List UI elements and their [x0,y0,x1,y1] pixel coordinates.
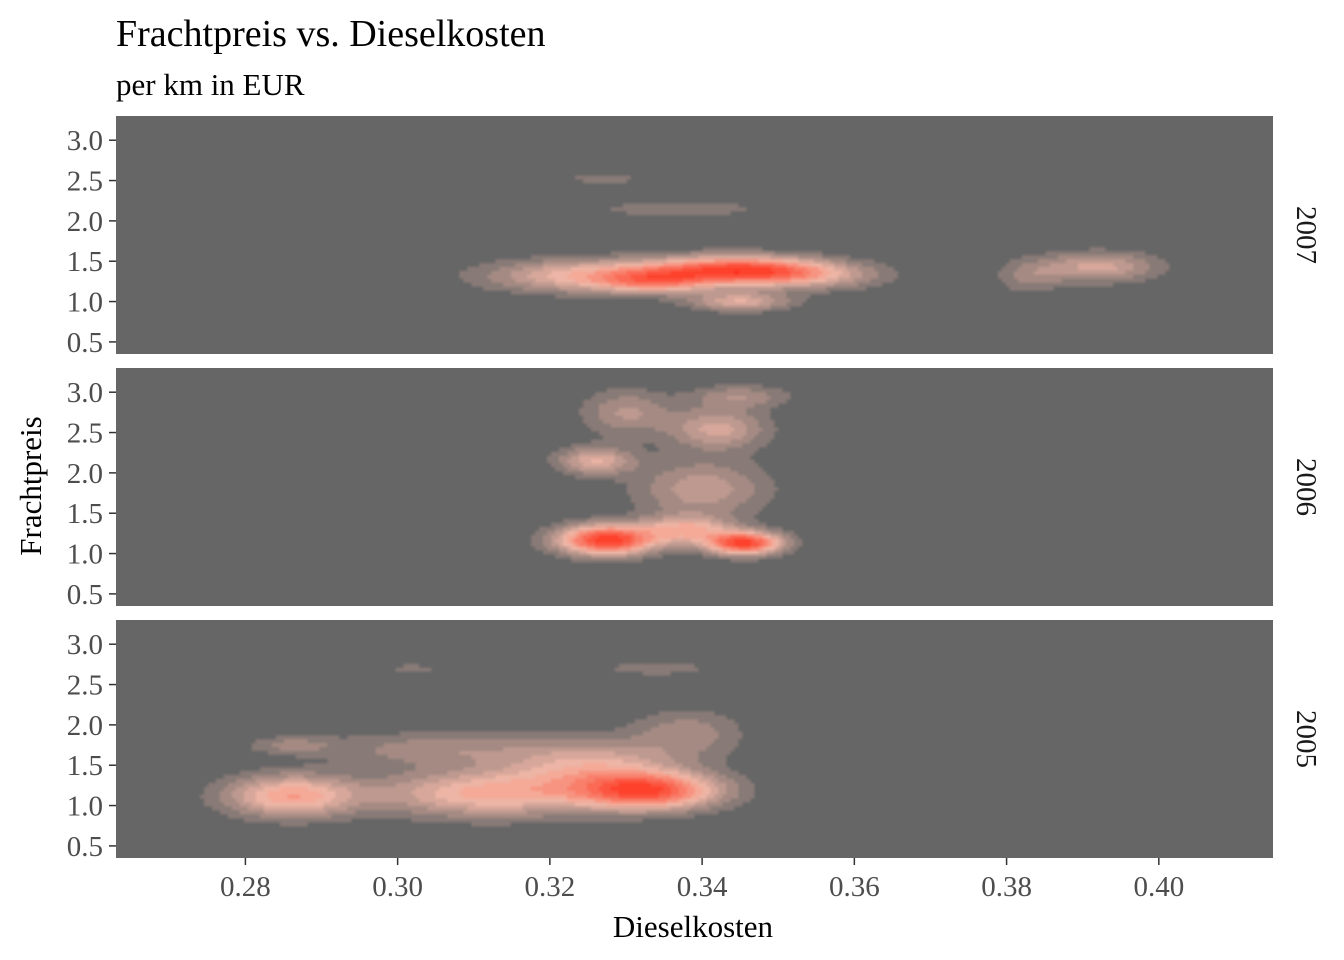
y-tick-label: 3.0 [67,629,103,661]
y-tick-label: 0.5 [67,831,103,863]
chart-title: Frachtpreis vs. Dieselkosten [116,13,546,55]
y-tick-label: 2.5 [67,418,103,450]
y-tick-label: 2.0 [67,458,103,490]
y-tick-label: 0.5 [67,327,103,359]
x-tick-label: 0.30 [372,871,423,903]
density-surface-2007 [116,116,1273,354]
facet-strip-label-2005: 2005 [1290,710,1322,768]
facet-panels: 0.5 1.0 1.5 2.0 2.5 3.0 2007 0.5 1.0 1.5 2.0 2.5 3.0… [67,116,1322,863]
y-tick-label: 3.0 [67,377,103,409]
density-surface-2005 [116,620,1273,858]
y-tick-label: 1.5 [67,750,103,782]
x-tick-label: 0.36 [829,871,880,903]
y-tick-label: 2.0 [67,206,103,238]
y-tick-label: 2.0 [67,710,103,742]
chart-subtitle: per km in EUR [116,67,305,102]
x-axis-title: Dieselkosten [613,909,774,944]
x-tick-label: 0.28 [220,871,271,903]
y-axis-title: Frachtpreis [13,416,48,555]
x-tick-label: 0.40 [1133,871,1184,903]
y-tick-label: 3.0 [67,125,103,157]
facet-panel-2006: 0.5 1.0 1.5 2.0 2.5 3.0 2006 [67,368,1322,611]
x-tick-label: 0.38 [981,871,1032,903]
y-tick-label: 1.0 [67,287,103,319]
y-tick-label: 1.0 [67,791,103,823]
y-tick-label: 2.5 [67,166,103,198]
x-tick-label: 0.32 [525,871,576,903]
facet-strip-label-2006: 2006 [1290,458,1322,516]
y-tick-label: 2.5 [67,670,103,702]
facet-panel-2005: 0.5 1.0 1.5 2.0 2.5 3.0 2005 [67,620,1322,863]
y-tick-label: 0.5 [67,579,103,611]
y-tick-label: 1.5 [67,246,103,278]
x-tick-label: 0.34 [677,871,728,903]
y-tick-label: 1.5 [67,498,103,530]
y-tick-label: 1.0 [67,539,103,571]
facet-strip-label-2007: 2007 [1290,206,1322,264]
density-surface-2006 [116,368,1273,606]
facet-panel-2007: 0.5 1.0 1.5 2.0 2.5 3.0 2007 [67,116,1322,359]
x-axis: 0.28 0.30 0.32 0.34 0.36 0.38 0.40 [220,858,1184,903]
